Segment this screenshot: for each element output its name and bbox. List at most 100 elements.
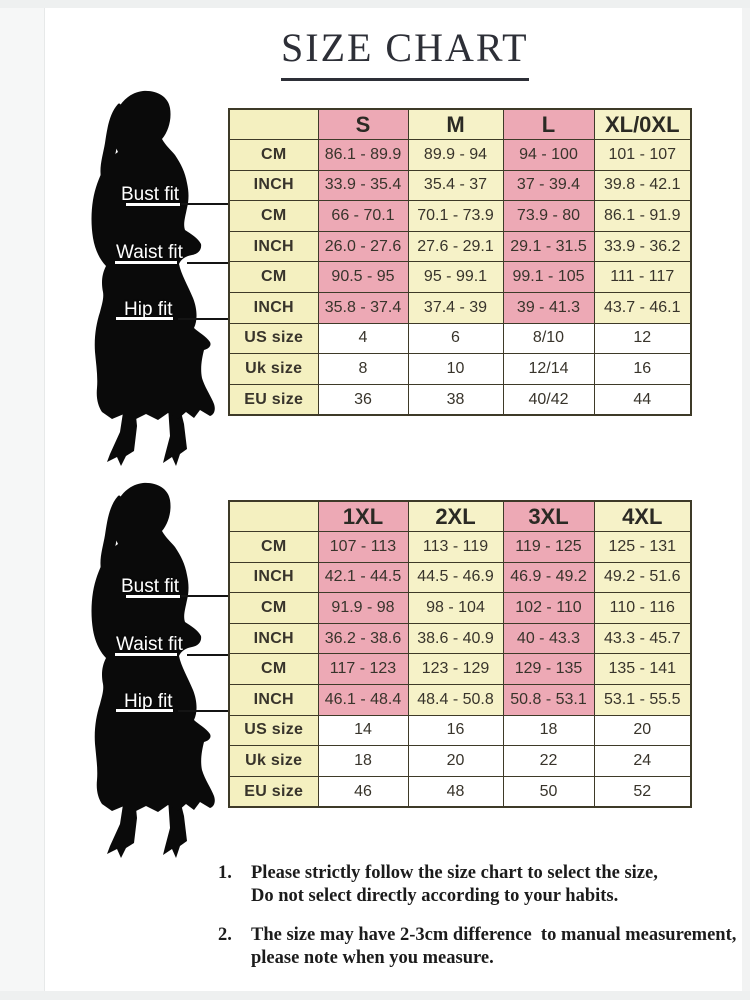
measurement-cell: 49.2 - 51.6 — [593, 561, 692, 594]
measurement-cell: 37 - 39.4 — [502, 169, 595, 202]
measurement-cell: 107 - 113 — [317, 531, 409, 563]
measurement-cell: 91.9 - 98 — [317, 592, 409, 624]
row-label: CM — [228, 200, 319, 232]
measurement-cell: 73.9 - 80 — [502, 200, 595, 232]
bust-pointer-line-2 — [181, 595, 229, 597]
photo-edge-bottom — [0, 991, 750, 1000]
notes-section: 1. Please strictly follow the size chart … — [218, 862, 743, 986]
table-row: EU size 46 48 50 52 — [228, 775, 692, 808]
measurement-cell: 18 — [317, 745, 409, 777]
table-row: EU size 36 38 40/42 44 — [228, 383, 692, 416]
measurement-cell: 89.9 - 94 — [407, 139, 504, 171]
measurement-cell: 46.1 - 48.4 — [317, 683, 409, 716]
measurement-cell: 113 - 119 — [407, 531, 504, 563]
bust-fit-label: Bust fit — [121, 184, 180, 205]
note-item: 2. The size may have 2-3cm difference to … — [218, 924, 743, 970]
corner-cell — [228, 500, 319, 532]
table-row: US size 4 6 8/10 12 — [228, 322, 692, 355]
table-row: INCH 46.1 - 48.4 48.4 - 50.8 50.8 - 53.1 53.… — [228, 683, 692, 716]
measurement-cell: 110 - 116 — [593, 592, 692, 624]
measurement-cell: 43.7 - 46.1 — [593, 291, 692, 324]
row-label: Uk size — [228, 353, 319, 385]
note-number: 2. — [218, 925, 232, 945]
woman-silhouette-figure-1: Bust fit Waist fit Hip fit — [88, 88, 236, 473]
row-label: Uk size — [228, 745, 319, 777]
row-label: INCH — [228, 169, 319, 202]
bust-fit-label: Bust fit — [121, 576, 180, 597]
size-column-header: M — [407, 108, 504, 140]
table-row: CM 107 - 113 113 - 119 119 - 125 125 - 131 — [228, 531, 692, 563]
table-row: INCH 42.1 - 44.5 44.5 - 46.9 46.9 - 49.2 49.… — [228, 561, 692, 594]
woman-silhouette-figure-2: Bust fit Waist fit Hip fit — [88, 480, 236, 865]
table-row: INCH 36.2 - 38.6 38.6 - 40.9 40 - 43.3 43.3 … — [228, 622, 692, 655]
measurement-cell: 33.9 - 35.4 — [317, 169, 409, 202]
measurement-cell: 44.5 - 46.9 — [407, 561, 504, 594]
measurement-cell: 52 — [593, 775, 692, 808]
measurement-cell: 39 - 41.3 — [502, 291, 595, 324]
size-column-header: 3XL — [502, 500, 595, 532]
row-label: INCH — [228, 622, 319, 655]
measurement-cell: 48.4 - 50.8 — [407, 683, 504, 716]
note-item: 1. Please strictly follow the size chart … — [218, 862, 743, 908]
measurement-cell: 129 - 135 — [502, 653, 595, 685]
measurement-cell: 95 - 99.1 — [407, 261, 504, 293]
measurement-cell: 37.4 - 39 — [407, 291, 504, 324]
table-row: INCH 26.0 - 27.6 27.6 - 29.1 29.1 - 31.5 33.… — [228, 230, 692, 263]
measurement-cell: 102 - 110 — [502, 592, 595, 624]
measurement-cell: 16 — [407, 714, 504, 747]
row-label: CM — [228, 531, 319, 563]
size-column-header: S — [317, 108, 409, 140]
measurement-cell: 46.9 - 49.2 — [502, 561, 595, 594]
measurement-cell: 24 — [593, 745, 692, 777]
table-row: CM 90.5 - 95 95 - 99.1 99.1 - 105 111 - 117 — [228, 261, 692, 293]
size-column-header: 2XL — [407, 500, 504, 532]
measurement-cell: 111 - 117 — [593, 261, 692, 293]
row-label: INCH — [228, 561, 319, 594]
measurement-cell: 8/10 — [502, 322, 595, 355]
woman-silhouette-icon — [91, 90, 215, 466]
measurement-cell: 43.3 - 45.7 — [593, 622, 692, 655]
measurement-cell: 20 — [593, 714, 692, 747]
measurement-cell: 38.6 - 40.9 — [407, 622, 504, 655]
hip-pointer-line-2 — [178, 710, 229, 712]
table-row: CM 66 - 70.1 70.1 - 73.9 73.9 - 80 86.1 - 91… — [228, 200, 692, 232]
note-number: 1. — [218, 863, 232, 883]
measurement-cell: 50.8 - 53.1 — [502, 683, 595, 716]
page-title: SIZE CHART — [281, 24, 529, 81]
waist-pointer-line-2 — [187, 654, 229, 656]
measurement-cell: 90.5 - 95 — [317, 261, 409, 293]
size-column-header: 4XL — [593, 500, 692, 532]
measurement-cell: 29.1 - 31.5 — [502, 230, 595, 263]
waist-fit-label: Waist fit — [116, 634, 183, 655]
photo-edge-top — [0, 0, 750, 8]
row-label: INCH — [228, 683, 319, 716]
measurement-cell: 40/42 — [502, 383, 595, 416]
measurement-cell: 44 — [593, 383, 692, 416]
measurement-cell: 53.1 - 55.5 — [593, 683, 692, 716]
measurement-cell: 66 - 70.1 — [317, 200, 409, 232]
size-table: 1XL 2XL 3XL 4XL CM 107 - 113 113 - 119 119 - 12… — [228, 500, 692, 809]
measurement-cell: 12/14 — [502, 353, 595, 385]
note-text: Please strictly follow the size chart to… — [251, 862, 658, 908]
measurement-cell: 50 — [502, 775, 595, 808]
measurement-cell: 119 - 125 — [502, 531, 595, 563]
measurement-cell: 36.2 - 38.6 — [317, 622, 409, 655]
measurement-cell: 135 - 141 — [593, 653, 692, 685]
woman-silhouette-icon — [91, 482, 215, 858]
hip-fit-label: Hip fit — [124, 299, 173, 320]
photo-edge-right — [742, 0, 750, 1000]
measurement-cell: 125 - 131 — [593, 531, 692, 563]
measurement-cell: 12 — [593, 322, 692, 355]
measurement-cell: 36 — [317, 383, 409, 416]
size-column-header: XL/0XL — [593, 108, 692, 140]
size-table: S M L XL/0XL CM 86.1 - 89.9 89.9 - 94 94 - 100 1… — [228, 108, 692, 417]
row-label: CM — [228, 139, 319, 171]
row-label: INCH — [228, 291, 319, 324]
row-label: US size — [228, 322, 319, 355]
measurement-cell: 94 - 100 — [502, 139, 595, 171]
measurement-cell: 14 — [317, 714, 409, 747]
table-row: US size 14 16 18 20 — [228, 714, 692, 747]
waist-underline — [115, 653, 177, 656]
measurement-cell: 117 - 123 — [317, 653, 409, 685]
